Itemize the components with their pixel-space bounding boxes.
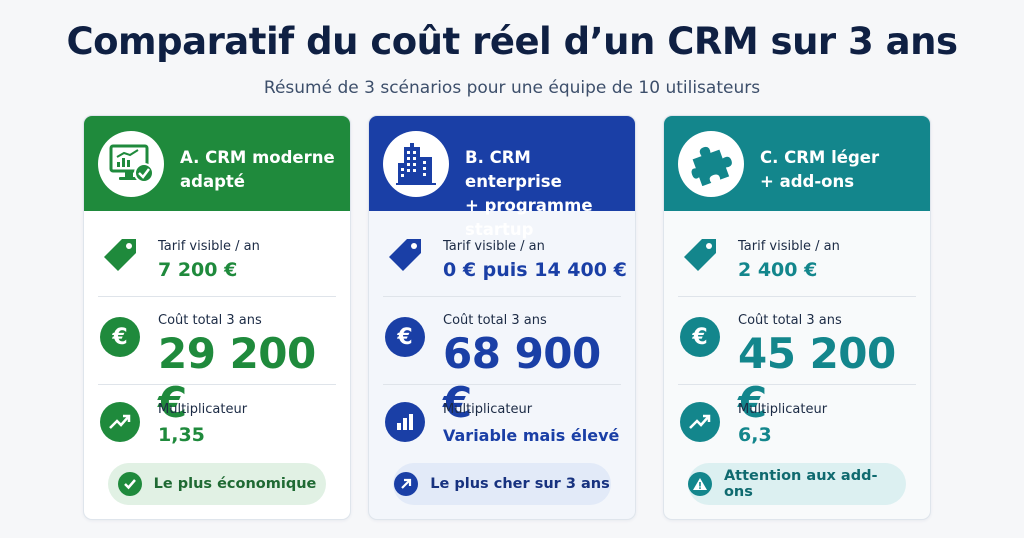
badge-label: Le plus cher sur 3 ans <box>430 476 610 492</box>
arrow-up-right-icon <box>394 472 419 496</box>
total-label: Coût total 3 ans <box>738 313 842 328</box>
page-subtitle: Résumé de 3 scénarios pour une équipe de… <box>263 78 761 98</box>
divider <box>98 384 336 385</box>
total-label: Coût total 3 ans <box>443 313 547 328</box>
trend-up-icon <box>100 402 140 442</box>
card-header: C. CRM léger + add-ons <box>664 116 930 211</box>
price-tag-icon <box>100 235 140 275</box>
multiplier-value: 6,3 <box>738 424 772 446</box>
price-value: 0 € puis 14 400 € <box>443 259 627 281</box>
divider <box>678 384 916 385</box>
euro-icon: € <box>680 317 720 357</box>
card-header: A. CRM moderne adapté <box>84 116 350 211</box>
card-title: C. CRM léger + add-ons <box>760 148 880 191</box>
monitor-chart-icon <box>98 131 164 197</box>
status-badge: Le plus cher sur 3 ans <box>393 463 611 505</box>
multiplier-label: Multiplicateur <box>443 402 533 417</box>
multiplier-value: Variable mais élevé <box>443 426 620 445</box>
card-header: B. CRM enterprise + programme startup <box>369 116 635 239</box>
check-icon <box>117 472 142 496</box>
price-label: Tarif visible / an <box>443 239 545 254</box>
price-tag-icon <box>680 235 720 275</box>
total-value: 68 900 € <box>443 329 601 427</box>
status-badge: Le plus économique <box>108 463 326 505</box>
page-title: Comparatif du coût réel d’un CRM sur 3 a… <box>66 20 958 63</box>
warning-icon <box>688 472 712 496</box>
divider <box>383 296 621 297</box>
multiplier-label: Multiplicateur <box>158 402 248 417</box>
price-label: Tarif visible / an <box>738 239 840 254</box>
price-value: 7 200 € <box>158 259 238 281</box>
card-title: B. CRM enterprise + programme startup <box>465 148 593 239</box>
scenario-card-b: B. CRM enterprise + programme startup Ta… <box>368 115 636 520</box>
bar-chart-icon <box>385 402 425 442</box>
multiplier-value: 1,35 <box>158 424 205 446</box>
badge-label: Attention aux add-ons <box>723 468 878 500</box>
price-tag-icon <box>385 235 425 275</box>
multiplier-label: Multiplicateur <box>738 402 828 417</box>
scenario-card-c: C. CRM léger + add-ons Tarif visible / a… <box>663 115 931 520</box>
total-label: Coût total 3 ans <box>158 313 262 328</box>
scenario-card-a: A. CRM moderne adapté Tarif visible / an… <box>83 115 351 520</box>
total-value: 45 200 € <box>738 329 896 427</box>
card-title: A. CRM moderne adapté <box>180 148 335 191</box>
price-label: Tarif visible / an <box>158 239 260 254</box>
divider <box>98 296 336 297</box>
total-value: 29 200 € <box>158 329 316 427</box>
puzzle-icon <box>678 131 744 197</box>
badge-label: Le plus économique <box>153 476 317 492</box>
status-badge: Attention aux add-ons <box>688 463 906 505</box>
euro-icon: € <box>100 317 140 357</box>
building-icon <box>383 131 449 197</box>
price-value: 2 400 € <box>738 259 818 281</box>
divider <box>383 384 621 385</box>
divider <box>678 296 916 297</box>
euro-icon: € <box>385 317 425 357</box>
trend-up-icon <box>680 402 720 442</box>
